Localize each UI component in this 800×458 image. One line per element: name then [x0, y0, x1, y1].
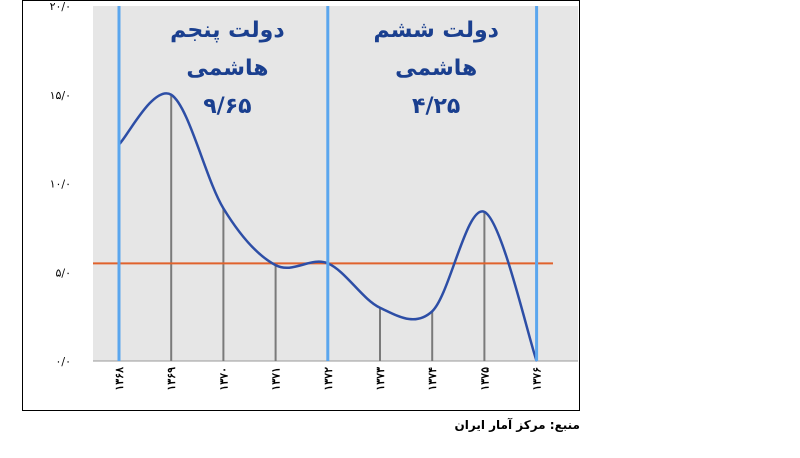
x-tick-label-2: ۱۳۷۰ — [217, 367, 230, 391]
data-point-7 — [483, 211, 485, 213]
data-point-5 — [379, 307, 381, 309]
data-point-6 — [431, 310, 433, 312]
x-tick-label-5: ۱۳۷۳ — [374, 367, 387, 391]
period-label-0-line-2: ۹/۶۵ — [203, 94, 251, 119]
y-tick-label-2: ۱۰/۰ — [50, 178, 71, 191]
period-label-1-line-0: دولت ششم — [373, 18, 498, 43]
data-point-2 — [222, 207, 224, 209]
y-tick-label-1: ۵/۰ — [55, 266, 71, 279]
x-tick-label-7: ۱۳۷۵ — [478, 367, 491, 391]
period-label-0-line-1: هاشمی — [186, 56, 268, 81]
period-label-1-line-2: ۴/۲۵ — [412, 94, 460, 119]
data-point-3 — [275, 264, 277, 266]
x-tick-label-0: ۱۳۶۸ — [113, 367, 126, 391]
plot-area — [93, 6, 578, 361]
source-note: منبع: مرکز آمار ایران — [454, 418, 581, 432]
period-label-0-line-0: دولت پنجم — [170, 18, 285, 43]
x-tick-label-1: ۱۳۶۹ — [165, 367, 178, 391]
y-tick-label-4: ۲۰/۰ — [50, 1, 71, 13]
y-tick-label-3: ۱۵/۰ — [50, 89, 71, 102]
chart-svg: ۰/۰ ۵/۰ ۱۰/۰ ۱۵/۰ ۲۰/۰ ۱۳۶۸ ۱۳۶۹ ۱۳۷۰ ۱۳۷۱ ۱۳۷۲ ۱… — [50, 1, 578, 391]
x-tick-label-3: ۱۳۷۱ — [270, 367, 283, 391]
x-tick-label-8: ۱۳۷۶ — [531, 367, 544, 391]
chart-frame: ۰/۰ ۵/۰ ۱۰/۰ ۱۵/۰ ۲۰/۰ ۱۳۶۸ ۱۳۶۹ ۱۳۷۰ ۱۳۷۱ ۱۳۷۲ ۱… — [22, 0, 580, 411]
period-label-1-line-1: هاشمی — [395, 56, 477, 81]
x-tick-label-4: ۱۳۷۲ — [322, 367, 335, 391]
data-point-1 — [170, 94, 172, 96]
y-tick-label-0: ۰/۰ — [55, 355, 71, 368]
x-tick-label-6: ۱۳۷۴ — [426, 367, 439, 391]
series-line — [118, 92, 538, 362]
